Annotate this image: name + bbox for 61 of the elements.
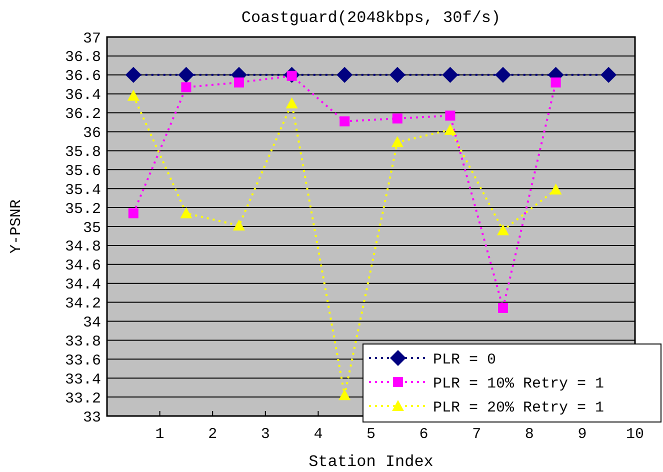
x-tick-label: 5	[366, 426, 376, 443]
point	[600, 66, 617, 83]
point	[336, 66, 353, 83]
y-tick-label: 37	[82, 30, 101, 48]
y-tick-label: 33.2	[64, 390, 101, 408]
point	[444, 124, 456, 135]
point	[495, 66, 511, 83]
y-tick-label: 34	[82, 314, 101, 332]
point	[442, 66, 458, 83]
point	[234, 77, 244, 88]
y-tick-label: 34.8	[64, 238, 101, 256]
point	[391, 136, 404, 148]
point	[550, 77, 561, 88]
legend-label: PLR = 20% Retry = 1	[433, 399, 604, 416]
x-axis-title: Station Index	[308, 453, 434, 471]
y-tick-label: 35.8	[64, 144, 101, 161]
y-tick-label: 34.6	[64, 258, 101, 275]
y-tick-label: 36.8	[64, 49, 101, 66]
y-tick-label: 33	[82, 409, 101, 426]
point	[340, 116, 350, 126]
y-tick-label: 34.2	[64, 296, 101, 313]
x-tick-label: 2	[208, 426, 218, 443]
y-tick-label: 35.4	[64, 182, 101, 199]
y-axis-title: Y-PSNR	[8, 199, 25, 254]
y-tick-label: 35.6	[64, 162, 101, 180]
x-tick-label: 6	[419, 426, 428, 443]
y-tick-label: 35.2	[64, 200, 101, 218]
x-tick-label: 8	[524, 426, 534, 443]
point	[128, 208, 138, 218]
x-tick-label: 4	[314, 426, 323, 443]
point	[550, 184, 562, 195]
point	[392, 113, 402, 124]
point	[497, 224, 509, 236]
x-tick-label: 7	[472, 426, 482, 443]
x-tick-label: 3	[260, 426, 270, 443]
point	[127, 90, 140, 101]
chart-title: Coastguard(2048kbps, 30f/s)	[241, 9, 501, 27]
point	[180, 207, 192, 218]
y-tick-label: 35	[82, 220, 101, 237]
x-tick-label: 9	[578, 426, 587, 443]
point	[125, 66, 142, 83]
legend-label: PLR = 0	[433, 351, 496, 368]
y-tick-label: 36.6	[64, 68, 101, 86]
point	[498, 302, 508, 313]
y-tick-label: 33.4	[64, 371, 101, 388]
point	[445, 110, 456, 121]
y-tick-label: 36.4	[64, 87, 101, 104]
point	[286, 97, 298, 108]
point	[338, 389, 351, 400]
point	[178, 66, 194, 83]
x-tick-label: 1	[155, 426, 164, 443]
point	[389, 66, 406, 83]
y-tick-label: 34.4	[64, 276, 101, 294]
point	[181, 82, 192, 92]
y-tick-label: 33.6	[64, 352, 101, 370]
point	[233, 220, 245, 231]
y-tick-label: 36	[82, 125, 101, 142]
y-tick-label: 36.2	[64, 106, 101, 124]
y-tick-label: 33.8	[64, 333, 101, 350]
x-tick-label: 10	[626, 426, 644, 443]
legend-label: PLR = 10% Retry = 1	[433, 375, 604, 392]
